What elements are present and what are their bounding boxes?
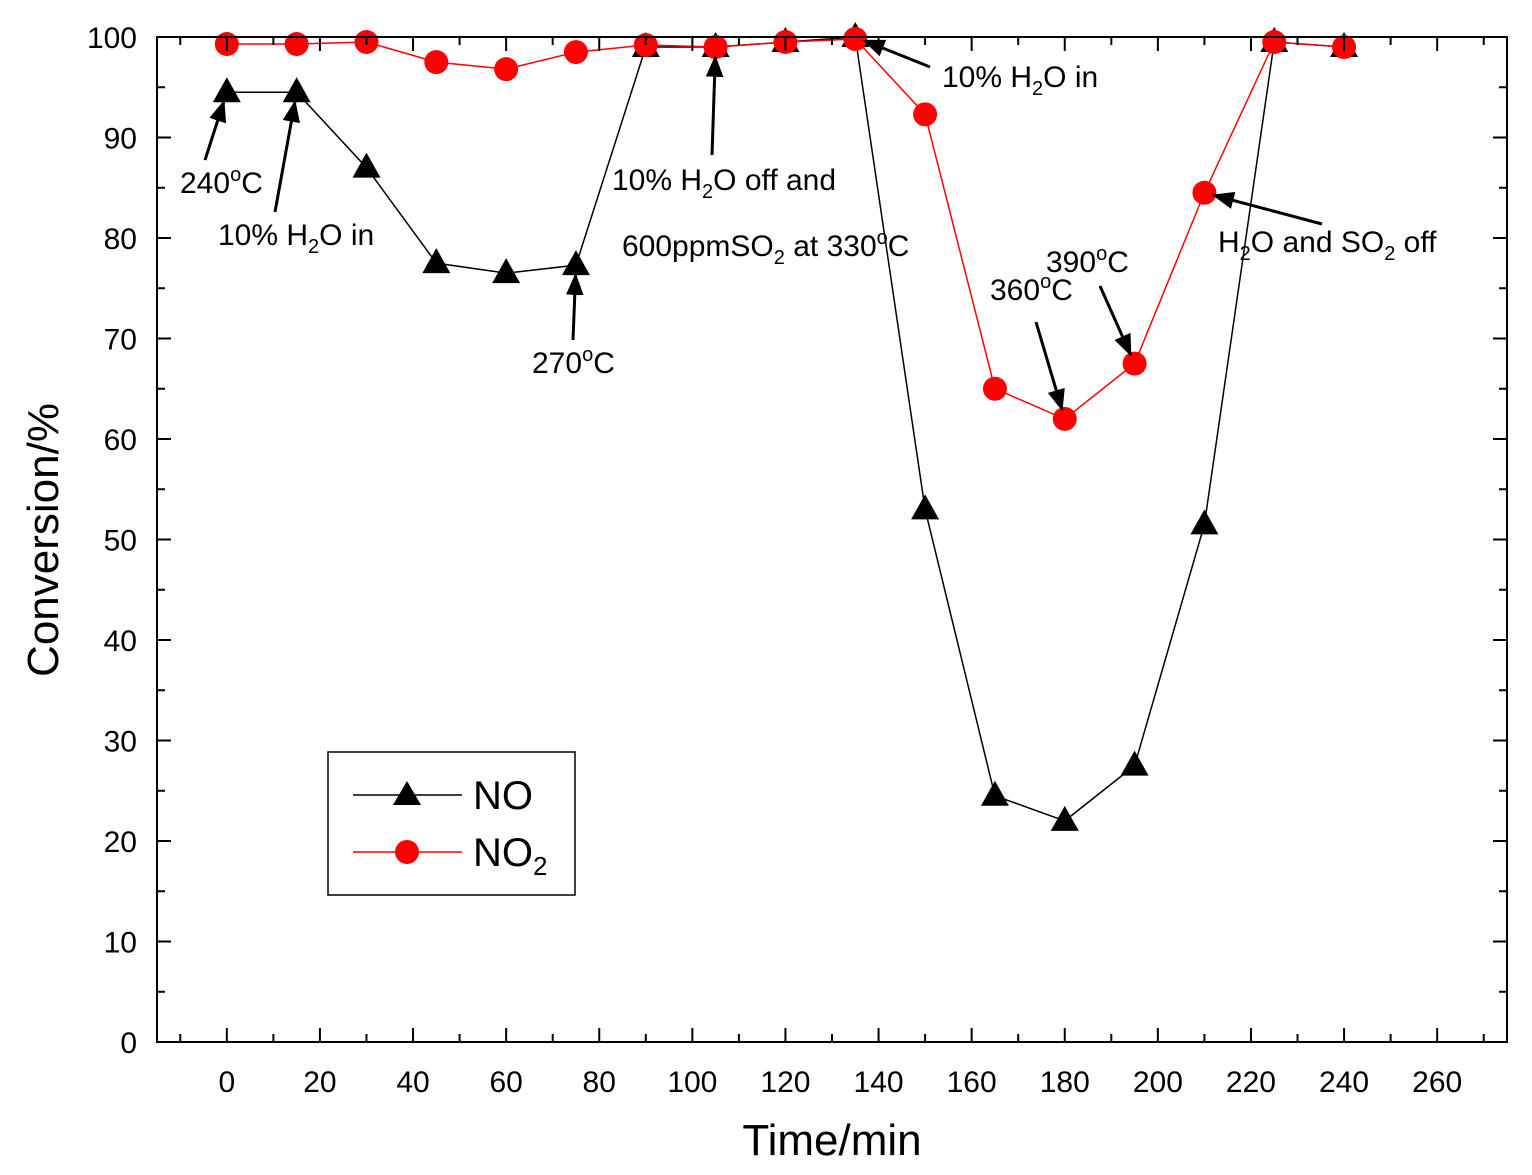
annotation-arrow (273, 99, 301, 213)
y-tick-label: 90 (104, 123, 137, 156)
no-data-point (212, 77, 241, 103)
annotation-label: 390oC (1046, 243, 1129, 279)
no2-data-point (1192, 180, 1217, 205)
x-tick-label: 80 (583, 1066, 616, 1099)
annotation-label: 10% H2O in (942, 61, 1098, 100)
x-tick-label: 100 (667, 1066, 717, 1099)
annotation-label: 10% H2O off and (612, 164, 836, 203)
no-data-point (492, 258, 521, 284)
legend-no-marker (393, 781, 421, 805)
legend: NO NO2 (327, 751, 576, 896)
annotation-arrow (1034, 321, 1065, 412)
annotation-label: 270oC (532, 344, 615, 380)
y-tick-label: 50 (104, 525, 137, 558)
x-tick-label: 120 (760, 1066, 810, 1099)
y-axis-title: Conversion/% (19, 403, 68, 677)
no2-data-point (982, 376, 1007, 401)
x-tick-label: 0 (218, 1066, 235, 1099)
no-data-point (1050, 805, 1079, 831)
x-tick-label: 20 (303, 1066, 336, 1099)
legend-no2-marker (395, 840, 419, 864)
no-data-point (422, 248, 451, 274)
annotation-arrow (565, 272, 584, 341)
y-tick-label: 20 (104, 826, 137, 859)
y-tick-label: 40 (104, 625, 137, 658)
x-axis-title: Time/min (742, 1116, 921, 1165)
x-tick-label: 260 (1412, 1066, 1462, 1099)
x-tick-label: 240 (1319, 1066, 1369, 1099)
no-data-point (911, 494, 940, 520)
no2-data-point (913, 102, 938, 127)
annotation-arrow (705, 54, 724, 156)
no-data-point (1190, 509, 1219, 535)
no-data-point (282, 77, 311, 103)
no2-data-point (843, 27, 868, 52)
annotation-label: 360oC (990, 271, 1073, 307)
no2-data-point (703, 35, 728, 60)
x-tick-label: 160 (947, 1066, 997, 1099)
no2-data-point (1262, 30, 1287, 55)
annotation-arrow (1098, 285, 1132, 357)
legend-box (327, 751, 576, 896)
no2-data-point (1122, 351, 1147, 376)
y-tick-label: 80 (104, 223, 137, 256)
y-tick-label: 70 (104, 324, 137, 357)
y-tick-label: 60 (104, 424, 137, 457)
annotation-label: H2O and SO2 off (1218, 226, 1437, 265)
no-data-point (1120, 750, 1149, 776)
x-tick-label: 60 (489, 1066, 522, 1099)
x-tick-label: 180 (1040, 1066, 1090, 1099)
annotation-label: 240oC (180, 164, 263, 200)
annotation-arrow (862, 39, 931, 69)
no2-data-point (284, 32, 309, 57)
x-tick-label: 220 (1226, 1066, 1276, 1099)
y-tick-label: 100 (87, 22, 137, 55)
no-data-point (352, 152, 381, 178)
y-tick-label: 0 (120, 1027, 137, 1060)
x-tick-label: 40 (396, 1066, 429, 1099)
x-tick-label: 200 (1133, 1066, 1183, 1099)
no-data-point (980, 780, 1009, 806)
axes: 0 20 40 60 80 100 120 140 160 180 200 220 240 260 0 10 2… (87, 22, 1508, 1099)
annotations: 240oC 10% H2O in 270oC 10% H2O off and 600pp… (180, 39, 1437, 412)
no2-data-point (563, 40, 588, 65)
no2-data-point (1052, 406, 1077, 431)
no-data-point (561, 250, 590, 276)
no2-data-point (494, 57, 519, 82)
legend-no-label: NO (473, 774, 533, 818)
x-tick-label: 140 (854, 1066, 904, 1099)
no2-data-point (424, 50, 449, 75)
annotation-label: 600ppmSO2 at 330oC (622, 227, 909, 269)
y-tick-label: 30 (104, 726, 137, 759)
annotation-arrow (1211, 191, 1323, 226)
legend-no2-label: NO2 (473, 831, 547, 881)
annotation-label: 10% H2O in (218, 219, 374, 258)
y-tick-label: 10 (104, 927, 137, 960)
annotation-arrow (203, 99, 227, 161)
no2-data-point (633, 33, 658, 58)
